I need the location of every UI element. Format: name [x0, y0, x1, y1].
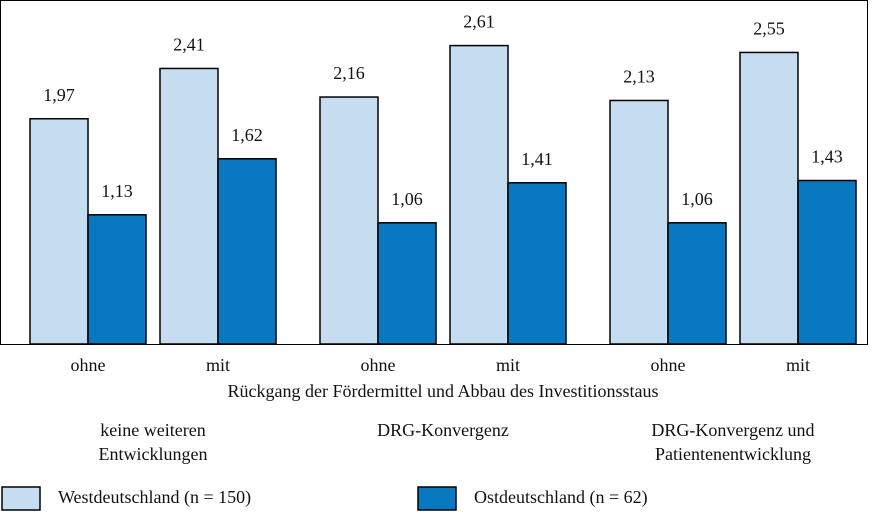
group-label: Entwicklungen — [99, 444, 208, 464]
legend-swatch — [417, 486, 457, 511]
bar — [217, 158, 277, 345]
value-label: 2,55 — [753, 19, 785, 39]
x-tick-label: mit — [496, 355, 520, 375]
bar — [507, 182, 567, 345]
value-label: 2,13 — [623, 67, 655, 87]
group-label: DRG-Konvergenz — [377, 420, 509, 440]
x-axis-label: Rückgang der Fördermittel und Abbau des … — [228, 381, 659, 401]
bar — [449, 44, 509, 345]
bar — [739, 51, 799, 345]
x-tick-label: mit — [206, 355, 230, 375]
bar — [377, 222, 437, 345]
x-tick-label: ohne — [71, 355, 106, 375]
bar — [667, 222, 727, 345]
x-tick-label: mit — [786, 355, 810, 375]
group-label: Patientenentwicklung — [655, 444, 811, 464]
x-tick-label: ohne — [361, 355, 396, 375]
value-label: 1,97 — [43, 85, 75, 105]
x-tick-label: ohne — [651, 355, 686, 375]
value-label: 1,06 — [391, 189, 423, 209]
bar — [29, 118, 89, 345]
bar — [159, 67, 219, 345]
bar — [87, 214, 147, 345]
value-label: 1,43 — [811, 147, 843, 167]
value-label: 1,62 — [231, 125, 263, 145]
value-label: 2,41 — [173, 35, 205, 55]
bar — [609, 99, 669, 345]
value-label: 2,61 — [463, 12, 495, 32]
legend-label: Ostdeutschland (n = 62) — [474, 487, 648, 508]
value-label: 2,16 — [333, 63, 365, 83]
legend-label: Westdeutschland (n = 150) — [58, 487, 251, 508]
value-label: 1,13 — [101, 181, 133, 201]
legend-swatch — [1, 486, 41, 511]
group-label: DRG-Konvergenz und — [651, 420, 814, 440]
bar — [797, 179, 857, 345]
group-label: keine weiteren — [100, 420, 205, 440]
value-label: 1,41 — [521, 149, 553, 169]
value-label: 1,06 — [681, 189, 713, 209]
bar — [319, 96, 379, 345]
